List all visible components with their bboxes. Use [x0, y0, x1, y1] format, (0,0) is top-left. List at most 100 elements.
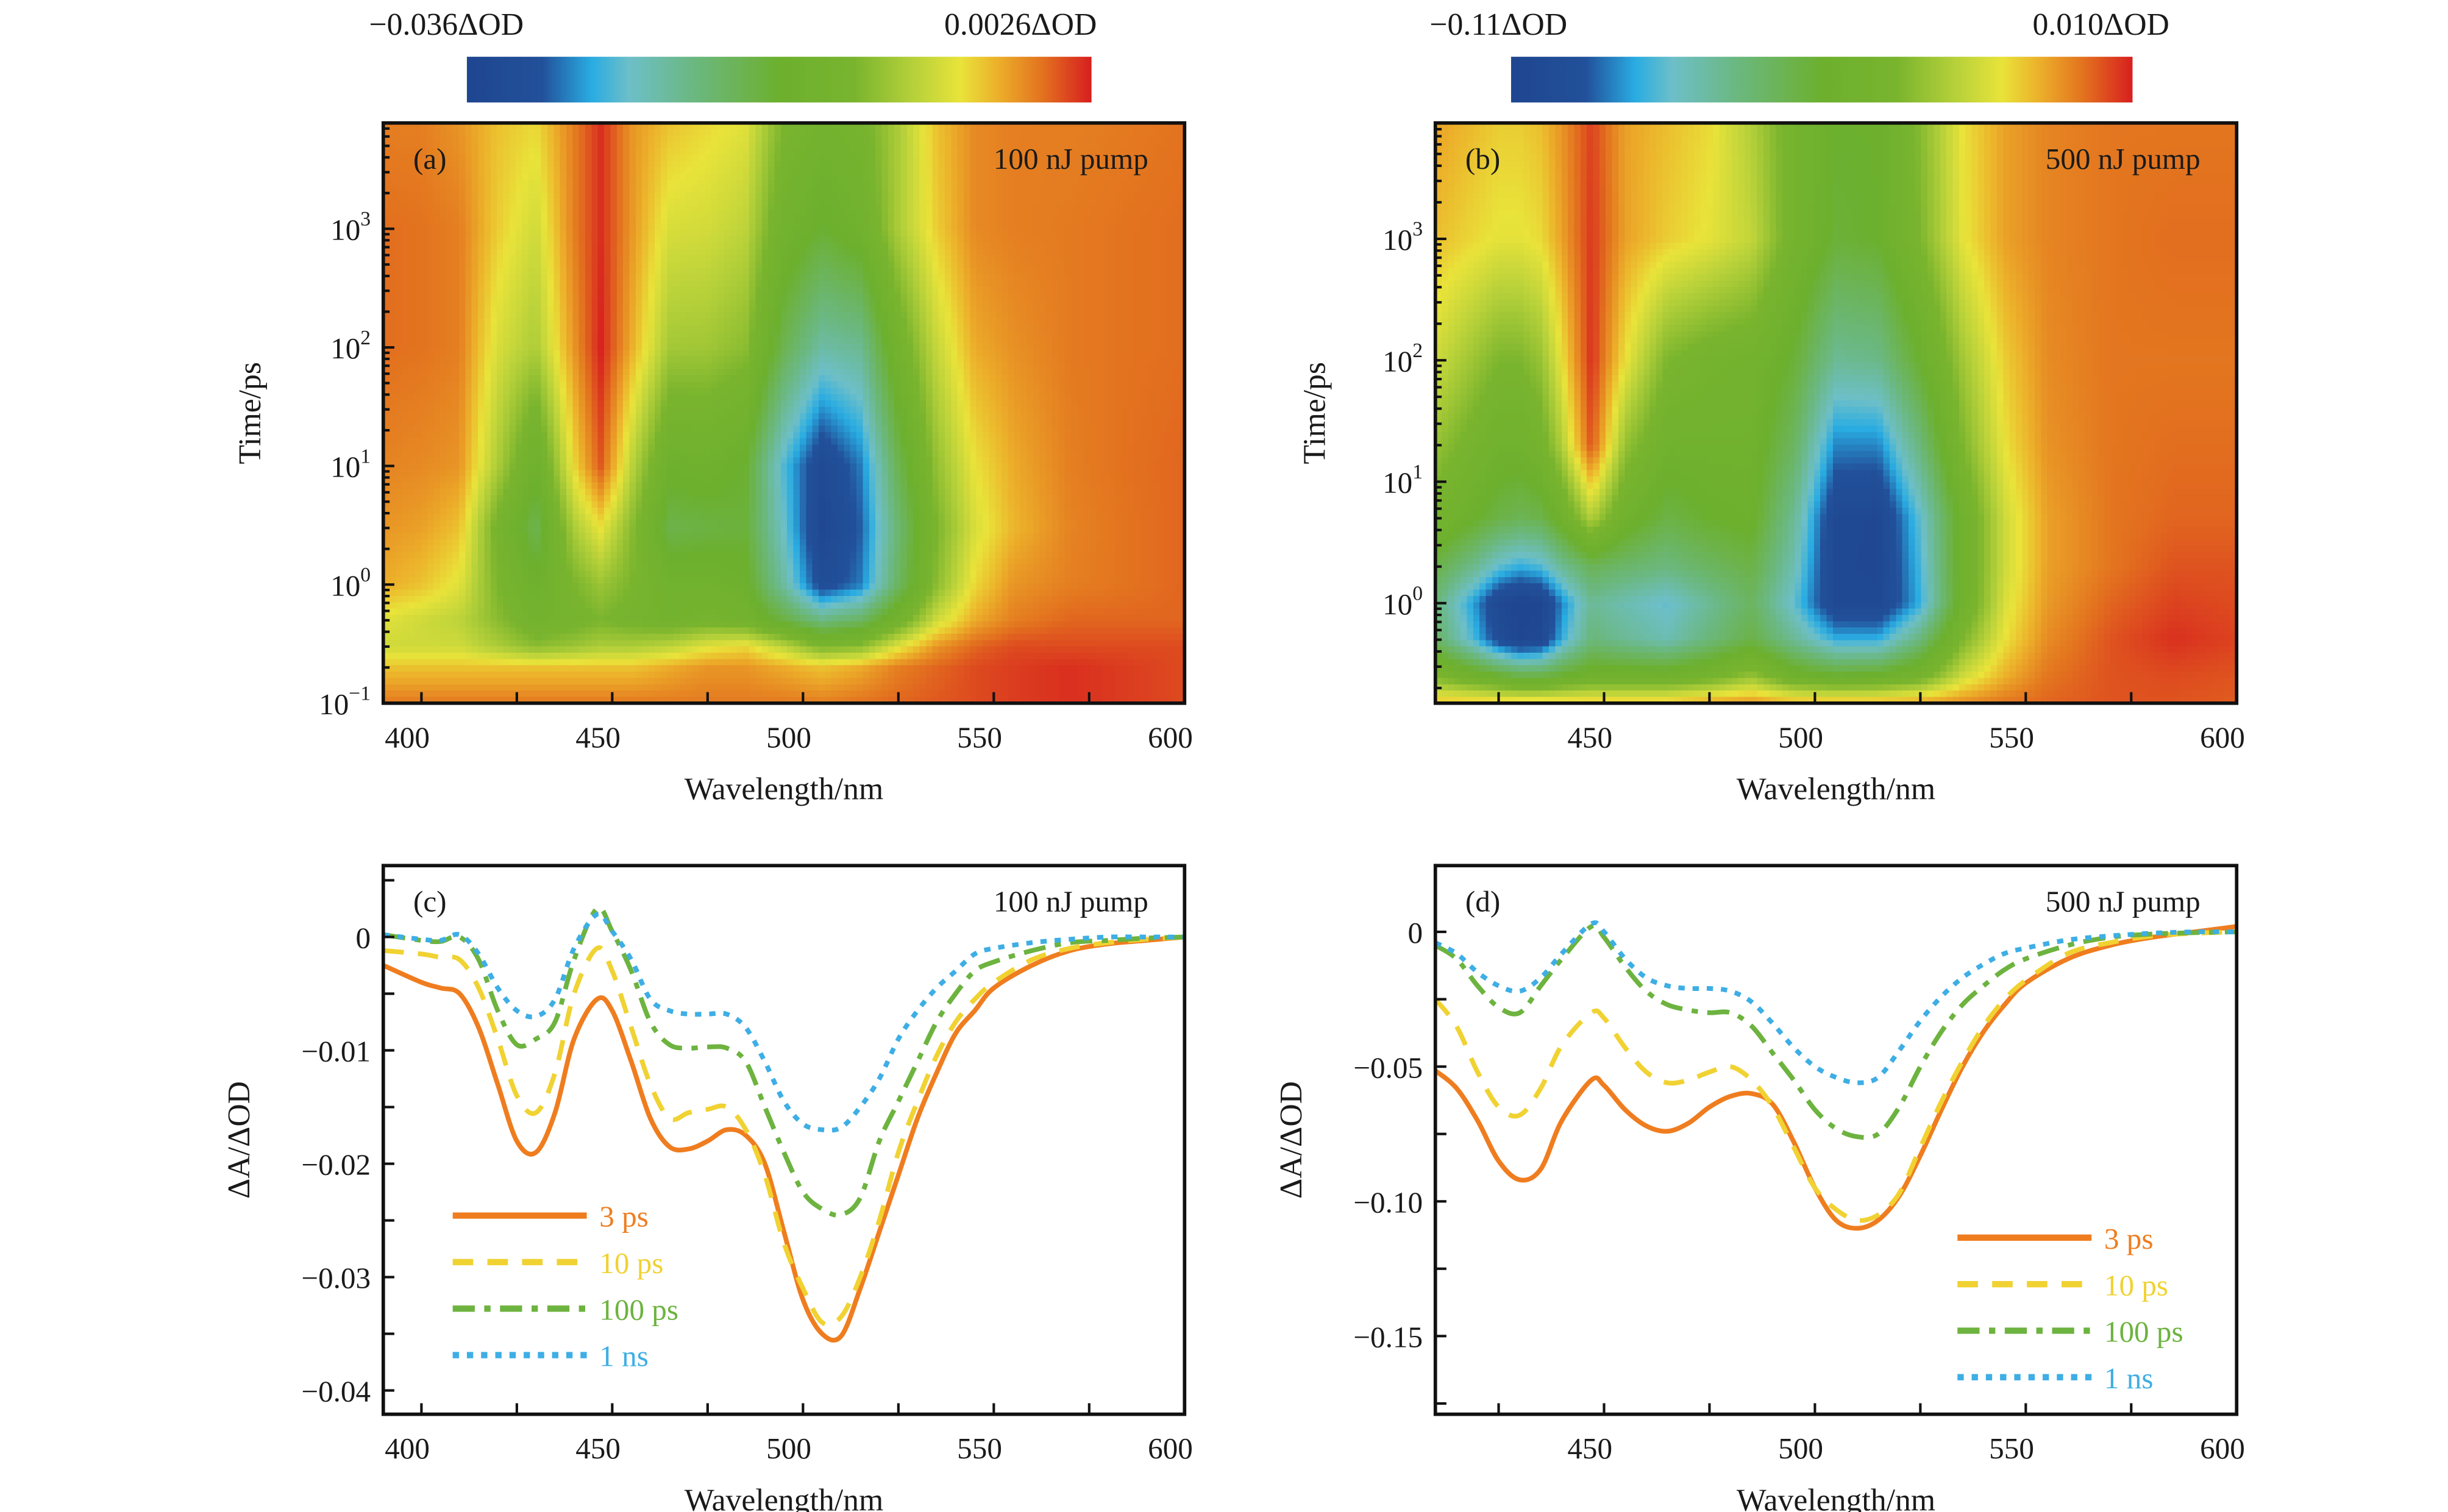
heatmap-cell: [900, 343, 908, 351]
heatmap-cell: [642, 369, 650, 377]
heatmap-cell: [869, 286, 877, 294]
heatmap-cell: [717, 186, 725, 194]
heatmap-cell: [812, 249, 820, 257]
heatmap-cell: [478, 318, 485, 326]
heatmap-cell: [585, 280, 592, 288]
heatmap-cell: [1096, 148, 1104, 156]
heatmap-cell: [1014, 198, 1022, 206]
heatmap-cell: [1121, 293, 1129, 301]
heatmap-cell: [459, 293, 466, 301]
heatmap-cell: [844, 305, 852, 313]
heatmap-cell: [1115, 230, 1123, 238]
heatmap-cell: [604, 230, 611, 238]
heatmap-cell: [717, 299, 725, 307]
heatmap-cell: [806, 293, 814, 301]
heatmap-cell: [1045, 324, 1053, 332]
heatmap-cell: [856, 129, 864, 137]
heatmap-cell: [806, 274, 814, 282]
heatmap-cell: [553, 249, 561, 257]
heatmap-cell: [597, 160, 605, 168]
heatmap-cell: [585, 179, 592, 187]
heatmap-cell: [818, 318, 826, 326]
heatmap-cell: [793, 218, 801, 225]
heatmap-cell: [1134, 363, 1142, 370]
heatmap-cell: [553, 186, 561, 194]
heatmap-cell: [427, 186, 435, 194]
heatmap-cell: [616, 205, 624, 213]
heatmap-cell: [875, 274, 883, 282]
heatmap-cell: [787, 154, 795, 162]
heatmap-cell: [1051, 324, 1059, 332]
heatmap-cell: [452, 255, 460, 263]
heatmap-cell: [680, 135, 688, 143]
heatmap-cell: [642, 343, 650, 351]
heatmap-cell: [1071, 318, 1078, 326]
heatmap-cell: [503, 148, 511, 156]
heatmap-cell: [465, 122, 473, 130]
heatmap-cell: [736, 167, 744, 175]
heatmap-cell: [1109, 343, 1117, 351]
heatmap-cell: [812, 280, 820, 288]
heatmap-cell: [560, 218, 568, 225]
heatmap-cell: [667, 350, 675, 358]
heatmap-cell: [951, 318, 959, 326]
heatmap-cell: [906, 186, 914, 194]
heatmap-cell: [856, 205, 864, 213]
heatmap-cell: [1064, 122, 1072, 130]
heatmap-cell: [572, 236, 580, 244]
heatmap-cell: [1077, 274, 1085, 282]
heatmap-cell: [818, 268, 826, 275]
heatmap-cell: [976, 318, 984, 326]
heatmap-cell: [825, 135, 833, 143]
heatmap-cell: [825, 173, 833, 181]
heatmap-cell: [446, 274, 454, 282]
heatmap-cell: [1058, 198, 1066, 206]
heatmap-cell: [989, 160, 997, 168]
heatmap-cell: [755, 218, 763, 225]
heatmap-cell: [402, 173, 410, 181]
heatmap-cell: [1172, 305, 1180, 313]
heatmap-cell: [490, 192, 498, 200]
heatmap-cell: [439, 160, 447, 168]
heatmap-cell: [535, 167, 543, 175]
heatmap-cell: [749, 356, 757, 364]
heatmap-cell: [610, 160, 618, 168]
heatmap-cell: [421, 230, 429, 238]
heatmap-cell: [989, 141, 997, 149]
heatmap-cell: [1102, 343, 1110, 351]
heatmap-cell: [1083, 173, 1091, 181]
heatmap-cell: [490, 343, 498, 351]
heatmap-cell: [831, 343, 839, 351]
heatmap-cell: [1045, 286, 1053, 294]
heatmap-cell: [459, 356, 466, 364]
heatmap-cell: [705, 274, 713, 282]
heatmap-cell: [1172, 122, 1180, 130]
heatmap-cell: [560, 299, 568, 307]
heatmap-cell: [881, 293, 889, 301]
heatmap-cell: [528, 141, 536, 149]
heatmap-cell: [951, 299, 959, 307]
heatmap-cell: [951, 274, 959, 282]
heatmap-cell: [497, 337, 505, 345]
heatmap-cell: [686, 299, 694, 307]
heatmap-cell: [1109, 268, 1117, 275]
heatmap-cell: [875, 363, 883, 370]
heatmap-cell: [818, 363, 826, 370]
heatmap-cell: [572, 141, 580, 149]
heatmap-cell: [1102, 312, 1110, 320]
heatmap-cell: [838, 179, 845, 187]
heatmap-cell: [661, 211, 669, 219]
heatmap-cell: [881, 224, 889, 232]
heatmap-cell: [408, 318, 416, 326]
heatmap-cell: [970, 198, 978, 206]
heatmap-cell: [983, 255, 990, 263]
heatmap-cell: [1115, 243, 1123, 250]
heatmap-cell: [705, 154, 713, 162]
heatmap-cell: [1153, 129, 1161, 137]
heatmap-cell: [1058, 173, 1066, 181]
heatmap-cell: [761, 211, 769, 219]
heatmap-cell: [415, 160, 422, 168]
heatmap-cell: [642, 305, 650, 313]
heatmap-cell: [888, 274, 895, 282]
heatmap-cell: [844, 179, 852, 187]
